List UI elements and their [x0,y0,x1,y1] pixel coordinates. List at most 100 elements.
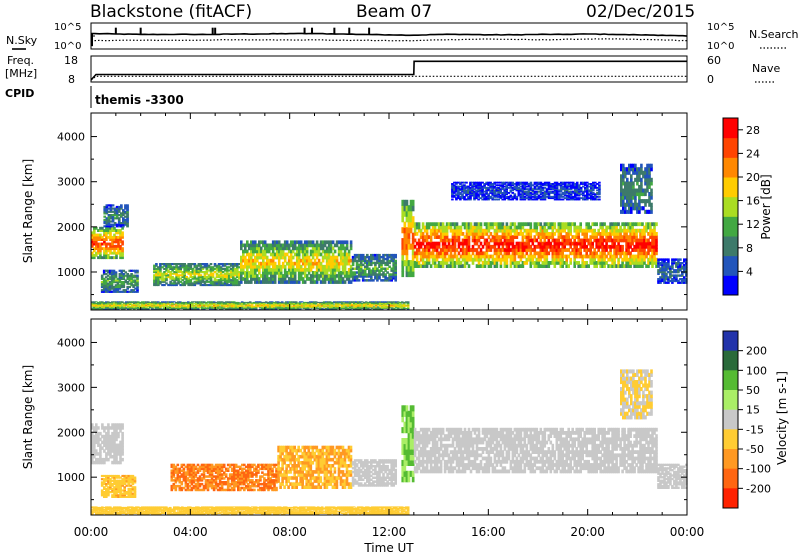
heatmap-cell [183,282,186,285]
heatmap-cell [598,181,601,184]
heatmap-cell [341,261,345,266]
heatmap-cell [315,264,319,269]
heatmap-cell [97,244,100,248]
heatmap-cell [153,277,156,280]
heatmap-cell [638,202,641,207]
heatmap-cell [167,269,170,272]
heatmap-cell [301,271,305,275]
heatmap-cell [315,271,319,275]
heatmap-cell [467,235,471,239]
heatmap-cell [99,249,102,253]
heatmap-cell [179,267,182,270]
heatmap-cell [117,217,121,220]
heatmap-region [451,181,601,201]
heatmap-cell [392,255,395,259]
heatmap-cell [97,235,100,239]
heatmap-cell [417,261,421,265]
heatmap-region [153,263,241,287]
heatmap-cell [126,210,129,213]
heatmap-cell [117,249,120,253]
heatmap-cell [195,277,199,280]
heatmap-cell [513,251,517,256]
heatmap-cell [469,225,473,230]
heatmap-cell [107,235,110,239]
heatmap-cell [463,248,467,252]
heatmap-cell [411,199,415,206]
heatmap-cell [465,235,469,239]
heatmap-cell [297,255,301,260]
heatmap-cell [483,241,487,246]
heatmap-cell [497,228,501,233]
heatmap-cell [303,274,307,278]
heatmap-cell [409,216,413,223]
heatmap-cell [124,222,127,225]
heatmap-cell [244,274,247,278]
heatmap-cell [113,207,117,210]
heatmap-cell [233,269,237,272]
heatmap-cell [205,269,209,272]
heatmap-cell [329,274,333,278]
heatmap-cell [227,266,231,269]
heatmap-cell [331,252,335,257]
heatmap-cell [309,252,313,257]
heatmap-cell [231,283,235,287]
heatmap-cell [313,258,317,263]
heatmap-cell [109,229,112,232]
heatmap-cell [99,235,102,239]
heatmap-cell [445,264,449,268]
heatmap-cell [219,267,223,270]
heatmap-cell [119,247,122,251]
heatmap-cell [465,261,469,265]
heatmap-cell [171,279,174,282]
heatmap-cell [429,264,433,268]
heatmap-cell [120,214,123,217]
heatmap-cell [248,274,251,278]
heatmap-cell [240,243,243,248]
heatmap-cell [103,231,106,235]
heatmap-cell [301,243,305,248]
heatmap-cell [317,252,321,257]
heatmap-cell [293,271,297,275]
heatmap-cell [321,271,325,275]
heatmap-cell [109,207,113,210]
heatmap-cell [301,280,305,284]
heatmap-cell [167,263,170,266]
heatmap-cell [648,199,651,204]
heatmap-cell [394,279,397,282]
heatmap-cell [401,265,405,272]
heatmap-cell [108,282,112,285]
heatmap-cell [349,280,353,284]
heatmap-cell [93,233,96,237]
heatmap-cell [299,274,303,278]
heatmap-cell [199,280,203,283]
heatmap-cell [124,271,128,274]
heatmap-cell [357,255,361,259]
heatmap-cell [132,276,135,279]
heatmap-cell [95,240,98,244]
heatmap-cell [97,229,100,232]
heatmap-cell [189,279,193,282]
heatmap-cell [394,277,397,280]
heatmap-cell [501,225,505,230]
heatmap-cell [187,266,190,269]
heatmap-cell [449,238,453,243]
heatmap-cell [411,221,415,228]
heatmap-cell [109,251,112,255]
heatmap-cell [319,271,323,275]
heatmap-cell [161,266,164,269]
heatmap-cell [103,222,107,225]
heatmap-cell [105,235,108,239]
heatmap-cell [99,242,102,246]
heatmap-cell [295,280,299,284]
heatmap-cell [595,222,598,227]
power-data-layer [91,163,688,310]
heatmap-cell [197,271,201,274]
heatmap-cell [392,273,395,276]
heatmap-cell [303,252,307,257]
heatmap-cell [213,271,217,274]
heatmap-cell [640,177,643,182]
heatmap-cell [256,249,259,254]
heatmap-cell [104,289,108,292]
heatmap-cell [427,261,431,265]
heatmap-cell [295,261,299,266]
